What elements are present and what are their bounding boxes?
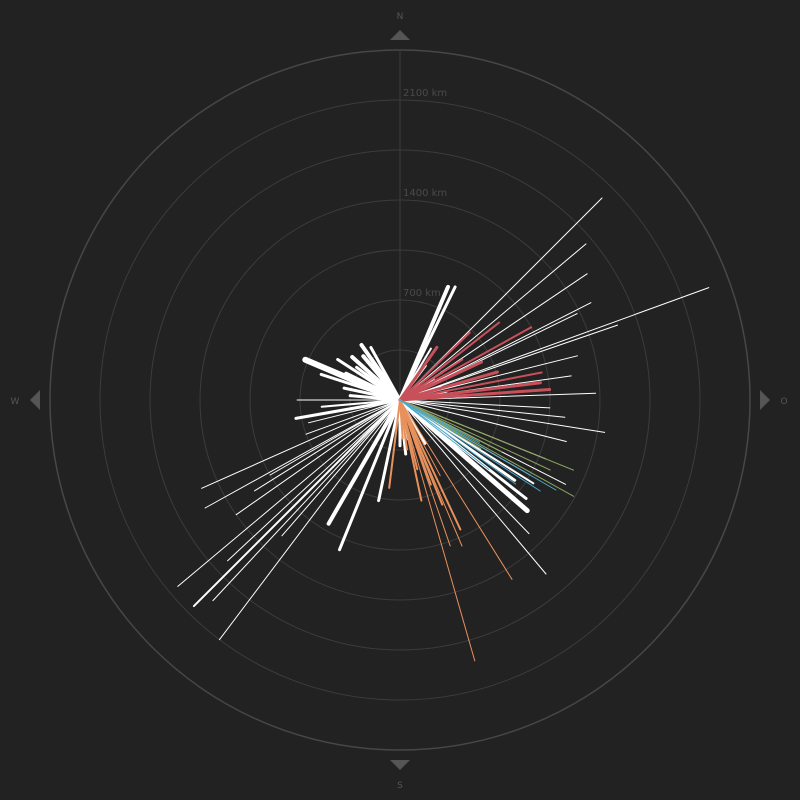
ray-orange-6 xyxy=(399,399,451,547)
ray-white-40 xyxy=(201,399,401,489)
ray-red-6 xyxy=(398,370,499,402)
ray-white-1 xyxy=(399,243,587,401)
ray-orange-0 xyxy=(399,399,513,580)
ray-white-36 xyxy=(235,399,401,516)
ray-white-27 xyxy=(377,398,402,503)
ray-white-10 xyxy=(399,399,551,409)
ray-green-3 xyxy=(399,399,575,497)
ray-white-32 xyxy=(212,399,401,602)
ray-blue-1 xyxy=(399,399,557,491)
ray-white-20 xyxy=(397,397,530,514)
ray-white-5 xyxy=(399,287,710,401)
ray-red-4 xyxy=(399,326,533,401)
ray-white-58 xyxy=(398,285,457,402)
ray-orange-2 xyxy=(399,399,462,531)
ray-blue-2 xyxy=(399,399,541,492)
ray-white-28 xyxy=(338,398,402,552)
ray-red-5 xyxy=(398,360,484,402)
ring-labels: 700 km 1400 km 2100 km xyxy=(403,88,447,299)
ray-white-44 xyxy=(320,399,401,408)
ray-red-7 xyxy=(399,371,543,401)
south-arrow-icon xyxy=(390,760,410,770)
rays xyxy=(177,197,710,662)
ray-red-9 xyxy=(398,388,552,402)
ray-white-31 xyxy=(281,399,401,537)
ring-label: 1400 km xyxy=(403,188,447,199)
compass-label-west: W xyxy=(11,397,20,407)
ray-green-0 xyxy=(399,399,574,471)
ray-white-43 xyxy=(294,398,402,420)
ray-orange-9 xyxy=(399,399,423,502)
ray-green-1 xyxy=(399,399,551,471)
ring-label: 700 km xyxy=(403,288,441,299)
ray-white-30 xyxy=(219,399,401,641)
ray-white-34 xyxy=(227,399,401,562)
west-arrow-icon xyxy=(30,390,40,410)
ray-white-29 xyxy=(326,398,402,526)
ray-blue-4 xyxy=(399,399,490,470)
east-arrow-icon xyxy=(760,390,770,410)
ray-blue-0 xyxy=(399,399,480,443)
ray-orange-12 xyxy=(388,399,401,489)
ray-white-33 xyxy=(192,399,401,608)
ray-white-39 xyxy=(204,399,401,509)
ray-red-0 xyxy=(398,345,439,402)
grid xyxy=(49,49,751,751)
ray-blue-3 xyxy=(399,399,517,485)
ray-white-35 xyxy=(177,399,401,587)
ray-red-2 xyxy=(399,321,501,401)
ray-red-1 xyxy=(399,331,471,401)
ring-label: 2100 km xyxy=(403,88,447,99)
north-arrow-icon xyxy=(390,30,410,40)
ray-white-11 xyxy=(399,399,566,418)
compass: N S W O xyxy=(11,12,788,791)
ray-white-13 xyxy=(399,399,567,442)
ray-white-12 xyxy=(399,399,606,433)
ray-white-22 xyxy=(399,399,547,575)
ray-orange-7 xyxy=(399,399,476,662)
ray-white-56 xyxy=(369,346,402,402)
ray-white-21 xyxy=(399,399,530,535)
compass-label-south: S xyxy=(397,781,403,791)
ray-white-41 xyxy=(305,399,401,435)
ray-white-37 xyxy=(254,399,401,492)
compass-label-east: O xyxy=(780,397,787,407)
ray-orange-11 xyxy=(399,399,404,440)
compass-label-north: N xyxy=(397,12,404,22)
